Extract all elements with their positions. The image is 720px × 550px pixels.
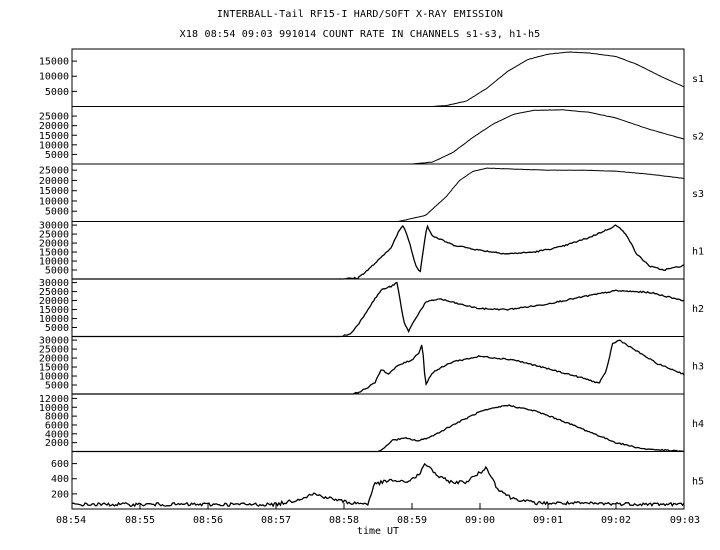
panel-label-h5: h5 [692,476,704,487]
ytick-label-h5: 600 [51,459,69,470]
ytick-label-h1: 30000 [39,221,69,232]
panel-label-h4: h4 [692,419,704,430]
ytick-label-h4: 10000 [39,403,69,414]
chart-subtitle: X18 08:54 09:03 991014 COUNT RATE IN CHA… [179,29,541,40]
ytick-label-h3: 15000 [39,363,69,374]
series-line-s1 [72,51,685,107]
ytick-label-s2: 15000 [39,131,69,142]
xtick-label: 09:00 [465,515,495,526]
ytick-label-s3: 25000 [39,166,69,177]
ytick-label-s1: 10000 [39,72,69,83]
xtick-label: 09:01 [533,515,563,526]
ytick-label-h5: 200 [51,489,69,500]
xtick-label: 08:59 [397,515,427,526]
series-line-h5 [71,462,685,508]
series-line-h2 [72,281,685,338]
ytick-label-h1: 15000 [39,248,69,259]
series-line-h3 [72,339,685,395]
ytick-label-h2: 10000 [39,314,69,325]
x-axis-label: time UT [357,526,399,537]
ytick-label-h1: 25000 [39,230,69,241]
ytick-label-s2: 10000 [39,140,69,151]
ytick-label-h1: 20000 [39,239,69,250]
panel-frame-h3 [71,336,685,395]
panel-frame-h5 [71,451,685,510]
panel-label-h1: h1 [692,246,704,257]
ytick-label-h2: 5000 [45,323,69,334]
xtick-label: 08:57 [261,515,291,526]
panel-label-s3: s3 [692,189,704,200]
panel-label-s1: s1 [692,74,704,85]
ytick-label-h4: 4000 [45,429,69,440]
series-line-s2 [72,109,685,165]
ytick-label-h2: 25000 [39,287,69,298]
panel-frame-h2 [71,278,685,337]
series-line-h1 [72,224,685,280]
panel-label-s2: s2 [692,131,704,142]
ytick-label-h2: 15000 [39,305,69,316]
xtick-label: 09:02 [601,515,631,526]
ytick-label-h4: 12000 [39,394,69,405]
ytick-label-s1: 15000 [39,57,69,68]
ytick-label-h2: 20000 [39,296,69,307]
ytick-label-s3: 15000 [39,186,69,197]
ytick-label-s3: 20000 [39,176,69,187]
xtick-label: 08:55 [125,515,155,526]
ytick-label-s2: 20000 [39,121,69,132]
ytick-label-h2: 30000 [39,278,69,289]
ytick-label-h3: 30000 [39,336,69,347]
ytick-label-s3: 10000 [39,196,69,207]
ytick-label-h3: 20000 [39,354,69,365]
xtick-label: 08:58 [329,515,359,526]
series-line-s3 [72,167,685,222]
panel-frame-h1 [71,221,685,280]
panel-frame-s2 [71,106,685,165]
panel-frame-h4 [71,393,685,452]
panel-frame-s1 [71,48,685,107]
ytick-label-h4: 6000 [45,420,69,431]
ytick-label-h4: 8000 [45,412,69,423]
ytick-label-s2: 25000 [39,112,69,123]
xtick-label: 08:56 [193,515,223,526]
ytick-label-h4: 2000 [45,438,69,449]
ytick-label-h3: 25000 [39,345,69,356]
ytick-label-h5: 400 [51,474,69,485]
xtick-label: 08:54 [56,515,86,526]
ytick-label-h1: 10000 [39,257,69,268]
ytick-label-h1: 5000 [45,266,69,277]
panel-frame-s3 [71,163,685,222]
panel-label-h3: h3 [692,361,704,372]
ytick-label-s1: 5000 [45,87,69,98]
ytick-label-h3: 10000 [39,372,69,383]
ytick-label-s2: 5000 [45,150,69,161]
panel-label-h2: h2 [692,304,704,315]
ytick-label-s3: 5000 [45,207,69,218]
series-line-h4 [72,404,685,453]
chart-title: INTERBALL-Tail RF15-I HARD/SOFT X-RAY EM… [216,9,504,20]
xtick-label: 09:03 [670,515,700,526]
ytick-label-h3: 5000 [45,381,69,392]
